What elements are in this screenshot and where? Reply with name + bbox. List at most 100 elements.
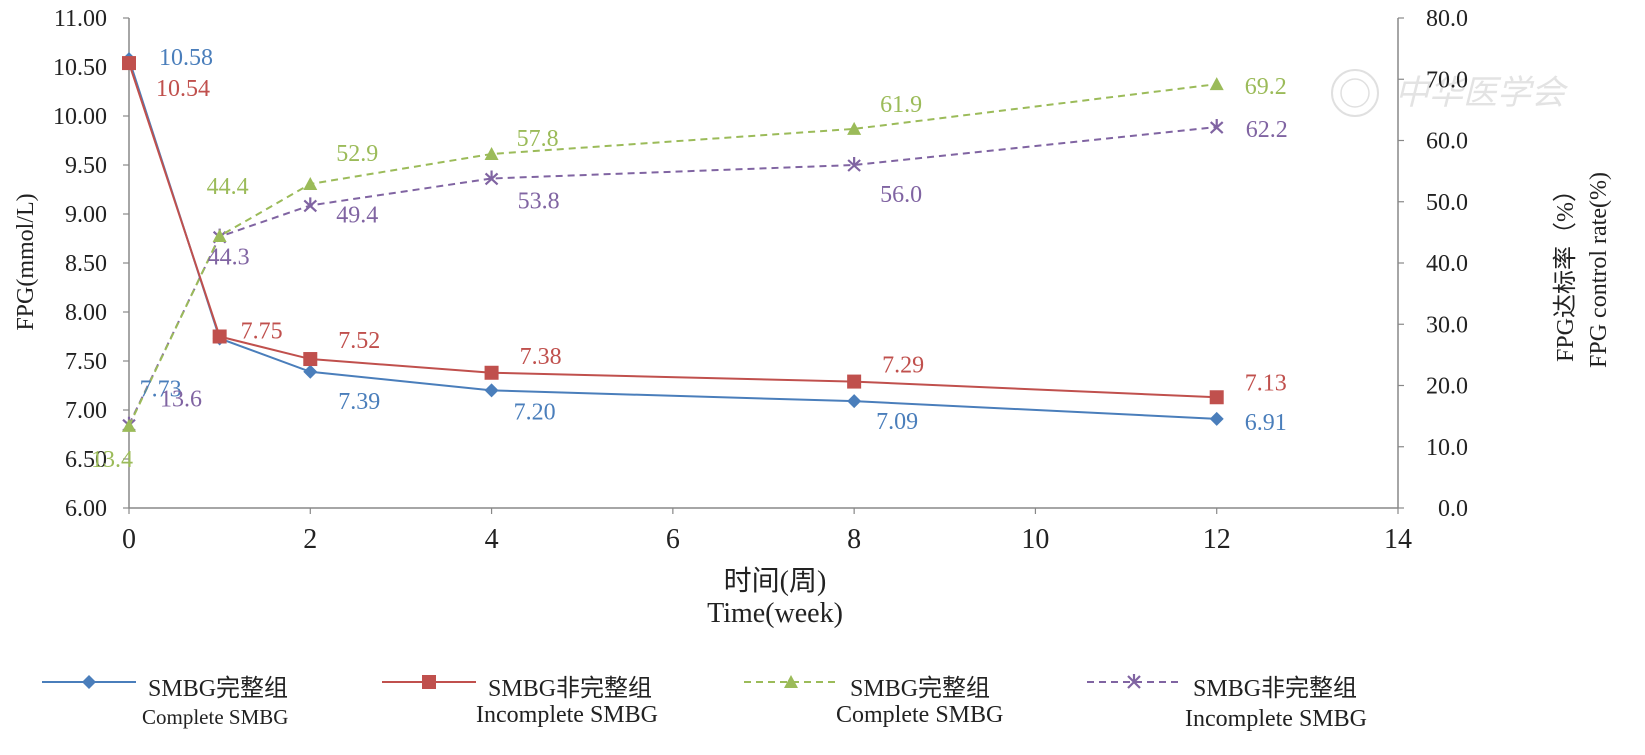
data-label: 13.4 xyxy=(91,447,133,473)
data-point-marker xyxy=(212,329,227,344)
data-point-marker xyxy=(847,121,862,135)
data-label: 7.38 xyxy=(520,344,562,370)
data-point-marker xyxy=(1209,119,1224,134)
data-point-marker xyxy=(847,394,862,409)
data-point-marker xyxy=(1209,411,1224,426)
legend-item-incomplete-fpg: SMBG非完整组 Incomplete SMBG xyxy=(380,660,760,735)
legend-item-complete-fpg: SMBG完整组 Complete SMBG xyxy=(40,660,420,735)
x-tick-label: 2 xyxy=(303,524,317,555)
data-label: 6.91 xyxy=(1245,410,1287,436)
legend-label-complete-rate: SMBG完整组 xyxy=(850,676,991,702)
axes: 6.006.507.007.508.008.509.009.5010.0010.… xyxy=(53,6,1468,555)
y-left-tick-label: 11.00 xyxy=(54,6,107,32)
legend-swatch-incomplete-fpg xyxy=(382,675,476,689)
series-0 xyxy=(122,52,1224,426)
data-point-marker xyxy=(122,56,136,71)
data-point-marker xyxy=(122,418,136,432)
data-label: 56.0 xyxy=(880,182,922,208)
data-point-marker xyxy=(847,374,862,389)
legend-label-complete-fpg: SMBG完整组 xyxy=(148,676,289,702)
data-point-marker xyxy=(212,229,227,243)
data-point-marker xyxy=(1209,77,1224,91)
y-left-tick-label: 6.50 xyxy=(65,447,107,473)
legend-label-incomplete-fpg: SMBG非完整组 xyxy=(488,676,653,702)
data-label: 52.9 xyxy=(336,141,378,167)
data-label: 7.29 xyxy=(882,353,924,379)
legend-sublabel-complete-fpg: Complete SMBG xyxy=(142,705,289,729)
x-tick-label: 12 xyxy=(1203,524,1231,555)
y-left-tick-label: 6.00 xyxy=(65,496,107,522)
data-point-marker xyxy=(303,364,318,379)
legend-sublabel-incomplete-rate: Incomplete SMBG xyxy=(1185,706,1367,732)
data-point-marker xyxy=(484,170,499,186)
x-tick-label: 4 xyxy=(485,524,499,555)
y-left-tick-label: 8.00 xyxy=(65,300,107,326)
fpg-chart: 中华医学会 6.00 6.50 7.00 7.50 8.00 8.50 9.00 9.50 10… xyxy=(13,6,1612,629)
data-label: 7.52 xyxy=(338,328,380,354)
data-label: 49.4 xyxy=(336,202,378,228)
y-right-tick-label: 10.0 xyxy=(1426,435,1468,461)
series-line xyxy=(128,62,1217,399)
legend-item-complete-rate: SMBG完整组 Complete SMBG xyxy=(742,660,1122,735)
data-label: 62.2 xyxy=(1246,117,1288,143)
y-right-tick-label: 30.0 xyxy=(1426,312,1468,338)
data-label: 7.73 xyxy=(140,376,182,402)
data-point-marker xyxy=(303,352,318,367)
y-right-tick-label: 50.0 xyxy=(1426,190,1468,216)
legend-swatch-complete-fpg xyxy=(42,675,136,689)
data-point-marker xyxy=(1209,390,1224,405)
data-point-marker xyxy=(484,383,499,398)
watermark: 中华医学会 xyxy=(1331,69,1569,117)
data-label: 10.58 xyxy=(159,45,213,71)
series-2 xyxy=(122,77,1224,432)
legend-item-incomplete-rate: SMBG非完整组 Incomplete SMBG xyxy=(1085,660,1465,735)
data-label: 44.3 xyxy=(208,245,250,271)
y-right-tick-label: 20.0 xyxy=(1426,374,1468,400)
y-axis-right-title-en: FPG control rate(%) xyxy=(1586,172,1612,368)
data-label: 10.54 xyxy=(156,76,210,102)
x-tick-label: 10 xyxy=(1021,524,1049,555)
y-left-tick-label: 9.00 xyxy=(65,202,107,228)
data-label: 7.39 xyxy=(338,389,380,415)
data-label-layer: 10.58 7.73 7.39 7.20 7.09 6.91 10.54 7.75 7.52 7.… xyxy=(91,45,1288,473)
y-left-tick-label: 10.00 xyxy=(53,104,107,130)
data-label: 69.2 xyxy=(1245,74,1287,100)
data-label: 7.75 xyxy=(241,319,283,345)
data-point-marker xyxy=(303,197,318,213)
x-axis-title-en: Time(week) xyxy=(707,598,843,629)
series-1 xyxy=(122,56,1224,405)
data-label: 7.13 xyxy=(1245,370,1287,396)
y-right-tick-label: 40.0 xyxy=(1426,251,1468,277)
data-point-marker xyxy=(484,146,499,160)
series-3 xyxy=(122,119,1224,432)
y-left-tick-label: 7.50 xyxy=(65,349,107,375)
data-label: 13.6 xyxy=(160,387,202,413)
data-label: 53.8 xyxy=(518,188,560,214)
y-right-tick-label: 60.0 xyxy=(1426,129,1468,155)
series-line xyxy=(128,126,1217,426)
series-layer xyxy=(122,52,1224,432)
data-label: 7.20 xyxy=(514,399,556,425)
data-point-marker xyxy=(847,157,861,172)
x-tick-label: 0 xyxy=(122,524,136,555)
data-point-marker xyxy=(303,176,318,190)
watermark-text: 中华医学会 xyxy=(1395,75,1569,112)
legend-sublabel-incomplete-fpg: Incomplete SMBG xyxy=(476,702,658,728)
y-axis-right-title: FPG达标率（%） xyxy=(1552,178,1579,362)
y-right-tick-label: 80.0 xyxy=(1426,6,1468,32)
y-right-tick-label: 70.0 xyxy=(1426,67,1468,93)
x-tick-label: 8 xyxy=(847,524,861,555)
legend-sublabel-complete-rate: Complete SMBG xyxy=(836,702,1004,728)
y-left-tick-label: 8.50 xyxy=(65,251,107,277)
legend-swatch-complete-rate xyxy=(744,675,838,688)
series-line xyxy=(128,83,1217,427)
x-axis-title: 时间(周) xyxy=(724,565,827,597)
y-left-tick-label: 9.50 xyxy=(65,153,107,179)
data-label: 61.9 xyxy=(880,92,922,118)
legend-swatch-incomplete-rate xyxy=(1087,674,1181,689)
y-left-tick-label: 7.00 xyxy=(65,398,107,424)
data-label: 57.8 xyxy=(517,126,559,152)
y-axis-left-title: FPG(mmol/L) xyxy=(13,193,39,330)
data-label: 44.4 xyxy=(207,174,249,200)
y-right-tick-label: 0.0 xyxy=(1438,496,1468,522)
